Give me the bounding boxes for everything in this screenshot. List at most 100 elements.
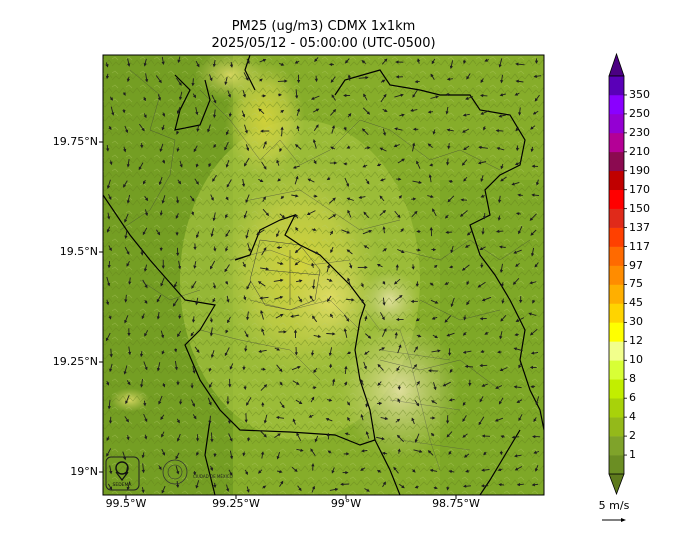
wind-arrowhead [365,75,369,80]
wind-arrowhead [444,281,449,285]
wind-arrowhead [139,145,144,149]
municipal-boundaries [119,69,531,471]
wind-arrowhead [143,402,147,407]
wind-arrowhead [108,126,112,131]
wind-arrowhead [346,318,350,322]
wind-arrowhead [298,298,302,303]
wind-arrowhead [144,197,149,202]
wind-arrowhead [445,111,449,115]
wind-arrowhead [224,81,228,86]
wind-arrowhead [210,197,214,201]
wind-arrowhead [106,382,110,386]
wind-arrowhead [347,74,352,78]
wind-arrowhead [382,302,386,306]
wind-arrowhead [279,148,283,153]
wind-arrowhead [497,199,502,204]
wind-arrowhead [401,158,405,162]
wind-arrowhead [160,416,164,420]
wind-arrowhead [393,281,398,285]
wind-arrowhead [106,229,110,233]
wind-arrowhead [244,471,248,476]
wind-arrowhead [428,369,432,373]
wind-arrowhead [178,96,183,101]
wind-arrowhead [177,180,182,185]
wind-arrowhead [107,282,111,287]
wind-arrowhead [259,78,263,82]
wind-arrowhead [263,247,267,251]
wind-arrowhead [126,164,130,168]
wind-arrowhead [534,60,539,64]
wind-arrowhead [278,93,283,97]
wind-arrowhead [343,328,348,332]
wind-arrowhead [156,316,161,320]
colorbar-band [609,151,624,172]
wind-arrowhead [196,349,200,353]
axis-ticks [99,141,457,499]
wind-arrowhead [367,335,372,339]
wind-arrowhead [416,58,421,62]
wind-arrowhead [501,300,505,304]
wind-arrowhead [414,80,419,84]
wind-arrowhead [279,469,283,474]
wind-arrowhead [311,485,316,490]
wind-arrowhead [280,195,285,200]
wind-arrowhead [244,348,248,352]
wind-arrowhead [244,419,248,423]
colorbar-band [609,170,624,191]
colorbar-band [609,436,624,456]
wind-arrowhead [430,73,434,78]
wind-arrowhead [448,179,452,184]
wind-arrowhead [263,166,267,170]
wind-arrowhead [360,449,365,453]
wind-arrowhead [212,63,217,68]
wind-arrowhead [210,354,215,358]
wind-arrowhead [229,472,233,476]
colorbar-level-label: 1 [629,448,636,462]
wind-arrowhead [417,248,421,252]
wind-arrowhead [209,77,213,82]
wind-arrowhead [398,344,402,348]
wind-arrowhead [534,97,538,102]
wind-arrowhead [312,285,316,290]
wind-arrowhead [347,277,351,282]
wind-arrowhead [190,332,194,337]
wind-arrowhead [279,295,284,300]
state-boundaries [103,55,544,495]
wind-arrowhead [410,299,414,304]
wind-arrowhead [176,382,180,386]
wind-arrowhead [465,96,469,100]
wind-arrowhead [416,229,420,234]
wind-arrowhead [178,266,182,270]
wind-arrowhead [314,194,318,198]
wind-arrowhead [279,313,284,317]
wind-arrowhead [346,183,349,187]
wind-arrowhead [179,401,183,405]
wind-arrowhead [175,215,179,219]
wind-arrowhead [411,417,415,422]
wind-arrowhead [479,317,483,321]
wind-arrowhead [393,466,397,471]
colorbar-band [609,379,624,399]
wind-arrowhead [466,301,470,306]
wind-arrowhead [144,333,148,337]
wind-arrowhead [173,284,177,288]
wind-arrowhead [499,269,504,273]
wind-arrowhead [207,128,211,133]
wind-arrowhead [111,112,115,116]
wind-arrowhead [176,470,180,475]
wind-arrowhead [246,60,250,65]
wind-arrowhead [347,416,351,421]
wind-arrowhead [295,194,299,198]
colorbar-band [609,398,624,418]
colorbar-level-label: 150 [629,201,650,215]
lat-tick-label: 19.75°N [52,135,98,148]
wind-arrowhead [161,200,165,204]
wind-arrowhead [192,472,197,476]
wind-arrowhead [416,380,420,385]
wind-arrowhead [500,318,504,322]
wind-arrowhead [481,298,486,302]
wind-arrowhead [212,285,217,289]
colorbar-level-label: 6 [629,391,636,405]
